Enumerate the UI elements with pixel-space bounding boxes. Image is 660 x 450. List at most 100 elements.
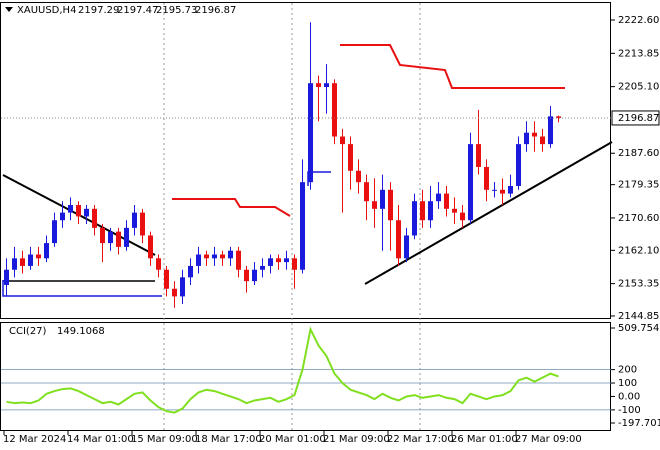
candle-body [348,144,353,171]
candle-body [116,231,121,247]
candle-body [364,182,369,202]
current-price-box [611,110,660,126]
candle-body [84,208,89,217]
y-tick-label: 509.754 [618,323,659,334]
candle-body [484,166,489,190]
ohlc-value: 2197.29 [78,5,119,16]
x-tick-label: 12 Mar 2024 [3,434,66,445]
y-tick-label: 2213.85 [618,48,659,59]
candle-body [108,231,113,244]
indicator-name: CCI(27) [9,326,47,337]
x-tick-label: 15 Mar 09:00 [131,434,198,445]
candle-body [404,235,409,259]
candle-body [236,250,241,270]
resistance-step [172,198,291,217]
candle-body [396,220,401,259]
candle-body [508,185,513,194]
candle-body [500,189,505,194]
candle-body [444,193,449,209]
x-tick-label: 20 Mar 01:00 [259,434,326,445]
ohlc-value: 2196.87 [195,5,236,16]
candle-body [252,269,257,282]
period-separators [163,3,421,430]
cci-panel [0,322,611,431]
candle-body [316,83,321,88]
ohlc-value: 2195.73 [156,5,197,16]
candle-body [148,235,153,259]
candle-body [156,258,161,270]
candle-body [220,254,225,259]
candle-body [468,144,473,221]
indicator-value: 149.1068 [57,326,105,337]
candle-body [188,265,193,278]
y-tick-label: -100 [618,405,641,416]
candle-body [516,144,521,186]
current-price-label: 2196.87 [618,113,659,124]
symbol-title: XAUUSD,H4 [17,5,76,16]
symbol-marker [5,7,13,12]
candle-body [164,269,169,289]
candle-body [12,258,17,270]
price-panel [0,2,611,319]
candle-body [268,258,273,266]
candle-body [4,269,9,285]
candles [4,22,561,308]
y-tick-label: 2153.35 [618,279,659,290]
candle-body [300,182,305,270]
candle-body [388,189,393,221]
candle-body [308,83,313,183]
y-tick-label: 0.00 [618,391,640,402]
candle-body [244,269,249,282]
candle-body [324,83,329,88]
candle-body [412,201,417,236]
candle-body [332,83,337,137]
candle-body [68,205,73,213]
candle-body [204,254,209,259]
resistance-step [340,44,565,89]
y-tick-label: 200 [618,365,637,376]
candle-body [196,254,201,266]
candle-body [212,254,217,259]
y-tick-label: 2187.60 [618,148,659,159]
candle-body [548,116,553,145]
candle-body [228,250,233,259]
candle-body [460,212,465,221]
x-tick-label: 26 Mar 01:00 [451,434,518,445]
candle-body [60,212,65,221]
candle-body [92,208,97,228]
candle-body [76,205,81,217]
candle-body [36,254,41,259]
candle-body [524,132,529,145]
cci-line [6,326,559,414]
range-line [2,280,162,297]
y-tick-label: 2222.60 [618,15,659,26]
candle-body [100,227,105,244]
candle-body [180,277,185,297]
candle-body [44,243,49,259]
candle-body [140,212,145,236]
candle-body [356,170,361,183]
x-tick-label: 21 Mar 09:00 [323,434,390,445]
x-tick-label: 22 Mar 17:00 [387,434,454,445]
candle-body [284,258,289,263]
candle-body [372,201,377,209]
candle-body [420,201,425,221]
candle-body [124,227,129,247]
ohlc-value: 2197.47 [117,5,158,16]
candle-body [292,258,297,270]
y-tick-label: 2205.10 [618,82,659,93]
x-tick-label: 14 Mar 01:00 [67,434,134,445]
candle-body [532,132,537,137]
candle-body [172,288,177,297]
candle-body [380,189,385,209]
candle-body [52,220,57,244]
y-tick-label: 2179.35 [618,180,659,191]
candle-body [20,258,25,266]
y-tick-label: 2144.85 [618,311,659,322]
y-tick-label: 2162.10 [618,245,659,256]
candle-body [492,189,497,191]
candle-body [260,265,265,270]
